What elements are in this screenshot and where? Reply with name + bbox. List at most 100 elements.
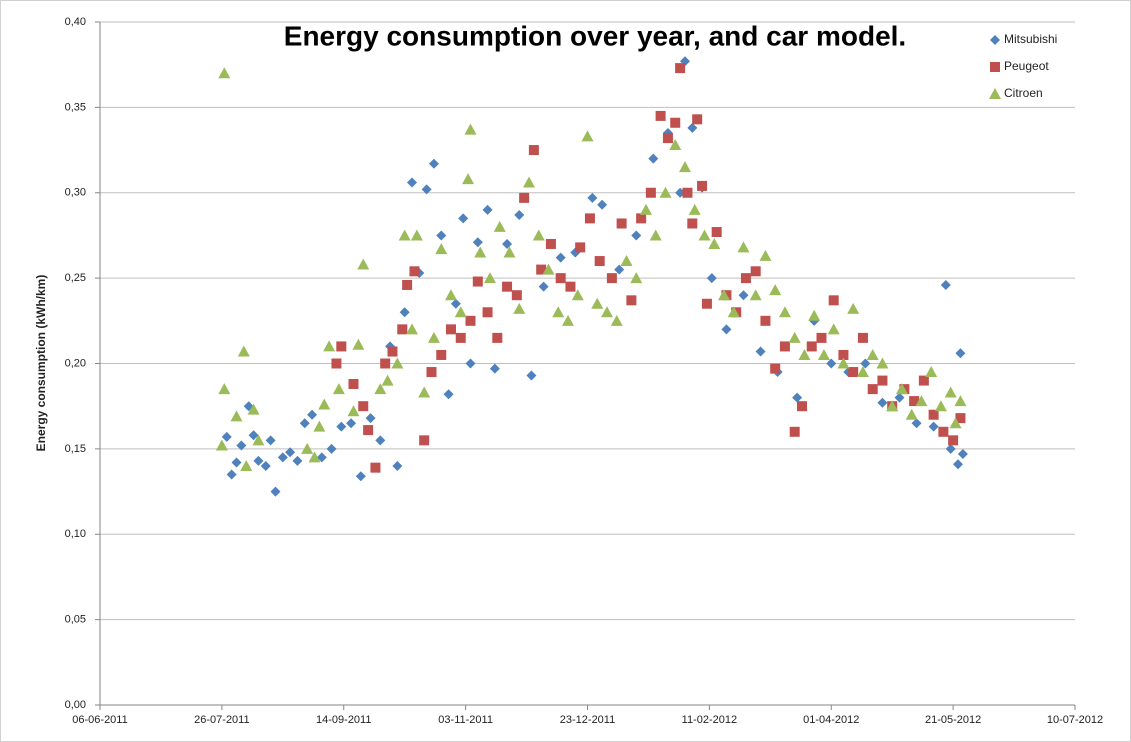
point [630, 272, 643, 284]
point [436, 230, 447, 241]
legend-label: Peugeot [1004, 59, 1049, 73]
point [493, 220, 506, 232]
point [645, 187, 656, 198]
x-tick-label: 26-07-2011 [194, 714, 249, 726]
point [954, 395, 967, 407]
x-tick-label: 10-07-2012 [1047, 714, 1103, 726]
point [236, 440, 247, 451]
point [502, 281, 513, 292]
point [419, 435, 430, 446]
point [792, 392, 803, 403]
point [895, 383, 908, 395]
point [387, 346, 398, 357]
point [458, 213, 469, 224]
x-tick-label: 06-06-2011 [72, 714, 127, 726]
point [718, 289, 730, 301]
point [918, 375, 929, 386]
point [955, 348, 966, 359]
point [948, 435, 959, 446]
point [616, 218, 627, 229]
point [240, 459, 253, 471]
point [454, 306, 467, 318]
series [215, 67, 967, 471]
point [464, 123, 477, 135]
point [876, 357, 889, 369]
point [591, 297, 604, 309]
point [484, 272, 496, 284]
point [581, 130, 594, 142]
point [662, 133, 673, 144]
y-tick-label: 0,00 [65, 699, 86, 711]
point [601, 306, 613, 318]
point [436, 349, 447, 360]
x-tick-label: 11-02-2012 [682, 714, 737, 726]
point [827, 323, 840, 335]
point [542, 263, 555, 275]
point [402, 279, 413, 290]
y-tick-label: 0,25 [65, 272, 86, 284]
point [511, 290, 522, 301]
point [318, 398, 331, 410]
point [860, 358, 871, 369]
point [640, 203, 652, 215]
point [886, 400, 899, 412]
point [687, 122, 698, 133]
point [867, 384, 878, 395]
point [307, 409, 318, 420]
point [252, 434, 265, 446]
point [218, 383, 231, 395]
point [856, 366, 869, 378]
point [277, 452, 288, 463]
point [299, 418, 310, 429]
point [905, 408, 918, 420]
point [636, 213, 647, 224]
x-tick-label: 01-04-2012 [803, 714, 859, 726]
y-tick-label: 0,10 [65, 528, 86, 540]
y-tick-label: 0,15 [65, 443, 86, 455]
point [953, 459, 963, 470]
point [670, 117, 681, 128]
point [308, 451, 321, 463]
point [331, 358, 342, 369]
point [218, 67, 231, 79]
point [253, 455, 264, 466]
point [755, 346, 766, 357]
point [945, 443, 956, 454]
series [331, 63, 966, 473]
x-tick-label: 23-12-2011 [560, 714, 615, 726]
point [503, 246, 516, 258]
point [894, 392, 905, 403]
point [265, 435, 276, 446]
chart-title: Energy consumption over year, and car mo… [284, 20, 906, 51]
point [769, 284, 782, 296]
point [692, 114, 703, 125]
point [301, 442, 314, 454]
point [555, 252, 566, 263]
point [374, 383, 387, 395]
point [472, 237, 483, 248]
point [375, 435, 386, 446]
point [806, 341, 817, 352]
point [708, 237, 721, 249]
y-axis-title: Energy consumption (kWh/km) [34, 275, 48, 452]
point [816, 332, 827, 343]
point [407, 177, 417, 188]
point [915, 395, 928, 407]
point [701, 298, 712, 309]
legend-label: Citroen [1004, 86, 1043, 100]
legend: Mitsubishi Peugeot Citroen [989, 32, 1057, 100]
point [626, 295, 637, 306]
point [435, 243, 448, 255]
point [727, 306, 740, 318]
point [465, 358, 476, 369]
point [631, 230, 642, 241]
point [421, 184, 432, 195]
point [909, 396, 920, 407]
point [682, 187, 693, 198]
y-tick-label: 0,30 [65, 187, 86, 199]
point [798, 348, 811, 360]
point [514, 209, 525, 220]
point [399, 307, 410, 318]
point [409, 266, 420, 277]
point [502, 238, 513, 249]
